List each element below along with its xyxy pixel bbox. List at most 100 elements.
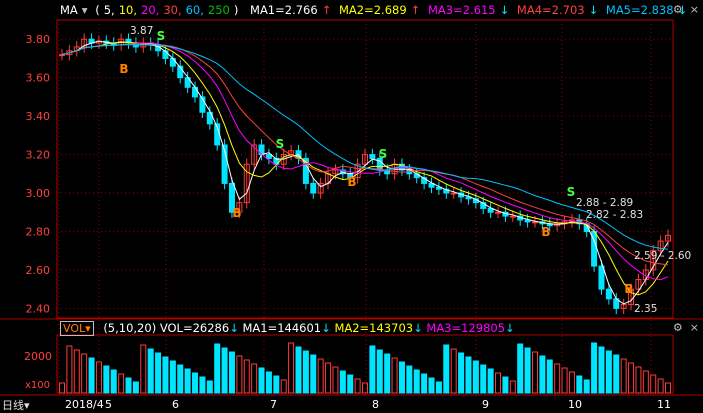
candle-body xyxy=(554,223,561,227)
candle-body xyxy=(635,279,642,290)
volume-bar xyxy=(369,345,376,394)
settings-icon[interactable]: ⚙ xyxy=(672,3,683,16)
y-tick-label: 3.80 xyxy=(26,33,51,46)
volume-bar xyxy=(103,365,110,394)
volume-bar xyxy=(458,352,465,394)
ma4-arrow-icon: ↓ xyxy=(588,3,599,17)
volume-bar xyxy=(192,372,199,394)
volume-bar xyxy=(155,352,162,394)
volume-bar xyxy=(325,362,332,394)
volume-bar xyxy=(280,379,287,394)
volume-bar xyxy=(95,361,102,394)
volume-bar xyxy=(125,377,132,394)
volume-bar xyxy=(184,368,191,394)
x-tick-label: 2018/4 xyxy=(65,398,104,411)
ma5-value: MA5=2.838 xyxy=(605,3,674,17)
candle-body xyxy=(450,192,457,195)
vol-indicator-selector[interactable]: VOL▾ xyxy=(60,321,94,336)
volume-bar xyxy=(228,351,235,394)
x-tick-label: 6 xyxy=(172,398,179,411)
volume-bar xyxy=(605,350,612,394)
close-icon[interactable]: × xyxy=(689,3,699,16)
y-tick-label: 2.40 xyxy=(26,302,51,315)
candle-body xyxy=(192,86,199,98)
buy-signal-marker: B xyxy=(119,62,128,76)
volume-bar xyxy=(665,382,671,394)
volume-bar xyxy=(140,344,147,394)
low-price-label: 2.35 xyxy=(634,303,657,315)
candle-body xyxy=(302,157,309,184)
vol-ma2-value: MA2=143703 xyxy=(334,321,414,335)
volume-bar xyxy=(258,367,265,394)
buy-signal-marker: B xyxy=(347,175,356,189)
candle-body xyxy=(487,207,494,213)
volume-bar xyxy=(317,358,324,394)
volume-bar xyxy=(657,378,664,394)
candle-body xyxy=(206,111,213,125)
volume-close-icon[interactable]: × xyxy=(689,321,699,334)
volume-bar xyxy=(265,371,272,394)
candle-body xyxy=(620,304,627,309)
vol-ma3-value: MA3=129805 xyxy=(426,321,506,335)
candle-body xyxy=(428,182,435,188)
candle-body xyxy=(605,288,612,300)
volume-bar xyxy=(435,381,442,394)
candle-body xyxy=(177,65,184,79)
ma2-value: MA2=2.689 xyxy=(338,3,407,17)
candle-body xyxy=(362,154,368,165)
price-panel-icons: ⚙ × xyxy=(666,3,699,16)
volume-bar xyxy=(88,357,95,394)
volume-bar xyxy=(628,362,635,394)
volume-bar xyxy=(362,382,368,394)
ma-indicator-label[interactable]: MA xyxy=(60,3,78,17)
y-tick-label: 3.60 xyxy=(26,72,51,85)
candle-body xyxy=(125,38,132,44)
candle-body xyxy=(332,169,339,175)
buy-signal-marker: B xyxy=(232,206,241,220)
candle-body xyxy=(657,240,664,252)
volume-bar xyxy=(147,348,154,394)
ma-dropdown-icon[interactable]: ▾ xyxy=(81,3,88,17)
y-tick-label: 3.00 xyxy=(26,187,51,200)
ma1-line xyxy=(61,40,669,305)
ma-header: MA ▾ (5, 10, 20, 30, 60, 250) MA1=2.766 ↑ MA2=2… xyxy=(60,3,691,19)
x-tick-label: 10 xyxy=(568,398,582,411)
volume-bar xyxy=(347,374,354,394)
x-tick-label: 9 xyxy=(482,398,489,411)
volume-bar xyxy=(339,370,346,394)
volume-bar xyxy=(635,366,642,394)
volume-bar xyxy=(199,376,206,394)
candle-body xyxy=(369,154,376,159)
y-tick-label: 3.40 xyxy=(26,110,51,123)
vol-ma3-arrow-icon: ↓ xyxy=(505,321,515,335)
volume-bar xyxy=(583,379,590,394)
volume-bar xyxy=(495,372,502,394)
volume-bar xyxy=(206,380,213,394)
volume-bar xyxy=(81,353,88,394)
volume-bar xyxy=(251,363,258,394)
candle-body xyxy=(376,157,383,171)
candle-body xyxy=(598,265,605,290)
period-selector[interactable]: 日线▾ xyxy=(2,399,30,412)
volume-bar xyxy=(177,364,184,394)
vol-arrow-icon: ↓ xyxy=(229,321,239,335)
candle-body xyxy=(354,163,361,179)
ma5-arrow-icon: ↓ xyxy=(677,3,688,17)
candle-body xyxy=(59,54,65,57)
volume-bar xyxy=(554,363,561,394)
volume-settings-icon[interactable]: ⚙ xyxy=(672,321,683,334)
volume-bar xyxy=(650,374,657,394)
candle-body xyxy=(480,202,487,209)
candle-body xyxy=(650,250,657,271)
candle-body xyxy=(243,163,250,204)
volume-bar xyxy=(66,345,73,394)
candle-body xyxy=(162,50,169,59)
volume-bar xyxy=(480,364,487,394)
sell-signal-marker: S xyxy=(379,147,388,161)
ma1-arrow-icon: ↑ xyxy=(321,3,332,17)
volume-bar xyxy=(524,347,531,394)
ma4-value: MA4=2.703 xyxy=(516,3,585,17)
volume-bar xyxy=(132,381,139,394)
candle-body xyxy=(81,38,88,48)
